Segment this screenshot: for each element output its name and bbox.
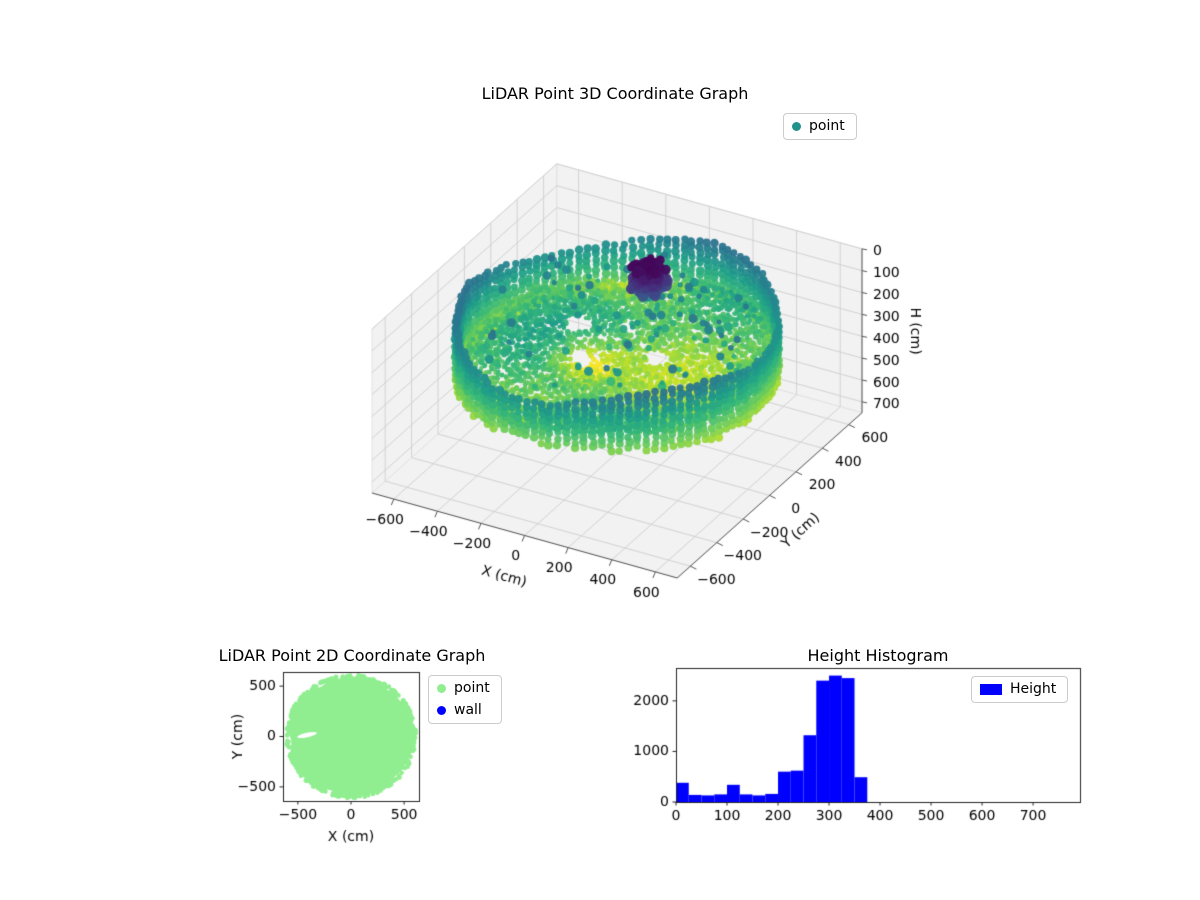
point-marker-icon xyxy=(437,684,446,693)
legend-label-point: point xyxy=(454,680,490,696)
legend-item-point: point xyxy=(792,118,845,135)
plot3d-legend: point xyxy=(783,113,857,140)
legend-item-point: point xyxy=(437,680,490,697)
plot2d-title: LiDAR Point 2D Coordinate Graph xyxy=(218,646,486,665)
plot2d-legend: point wall xyxy=(428,675,502,724)
plot3d-title: LiDAR Point 3D Coordinate Graph xyxy=(481,84,749,103)
legend-label-wall: wall xyxy=(454,702,482,718)
histogram-title: Height Histogram xyxy=(807,646,949,665)
legend-item-height: Height xyxy=(980,681,1056,698)
histogram-legend: Height xyxy=(971,676,1069,703)
legend-label-height: Height xyxy=(1010,681,1057,697)
legend-label-point: point xyxy=(809,118,845,134)
height-swatch-icon xyxy=(980,684,1002,695)
legend-item-wall: wall xyxy=(437,702,490,719)
wall-marker-icon xyxy=(437,706,446,715)
point-marker-icon xyxy=(792,122,801,131)
